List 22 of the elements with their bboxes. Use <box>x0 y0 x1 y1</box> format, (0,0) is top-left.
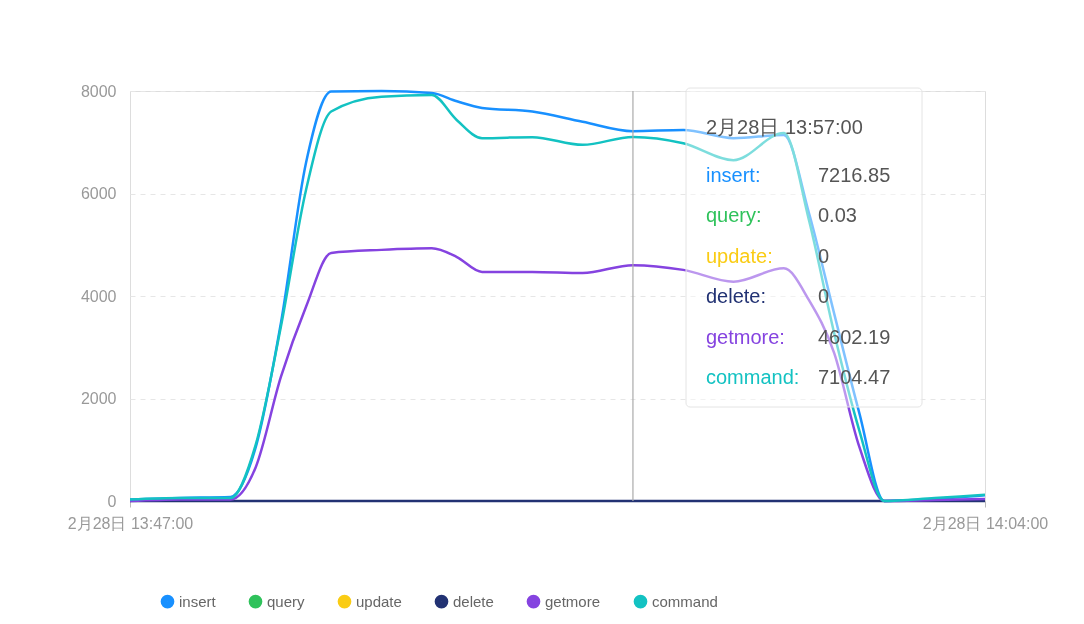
y-tick-label: 6000 <box>80 185 117 202</box>
y-tick-label: 4000 <box>80 287 117 305</box>
legend-label: update <box>356 592 402 610</box>
annotation: query: <box>706 204 762 227</box>
y-tick-label: 8000 <box>80 82 117 100</box>
annotation: insert: <box>706 164 761 186</box>
legend-label: command <box>652 592 718 610</box>
annotation: 0.03 <box>818 204 857 227</box>
annotation: getmore: <box>706 325 785 348</box>
legend-label: getmore <box>545 592 601 610</box>
legend-label: insert <box>179 592 217 610</box>
annotation: update: <box>706 244 773 267</box>
annotation: command: <box>706 366 800 388</box>
x-tick-label: 2月28日 14:04:00 <box>922 514 1049 532</box>
y-tick-label: 2000 <box>80 390 117 407</box>
legend-label: delete <box>453 592 494 610</box>
annotation: delete: <box>706 285 767 308</box>
y-tick-label: 0 <box>107 492 117 510</box>
x-tick-label: 2月28日 13:47:00 <box>67 514 194 532</box>
annotation: 7216.85 <box>818 164 891 186</box>
annotation: 2月28日 13:57:00 <box>706 116 863 138</box>
legend-label: query <box>267 592 306 610</box>
